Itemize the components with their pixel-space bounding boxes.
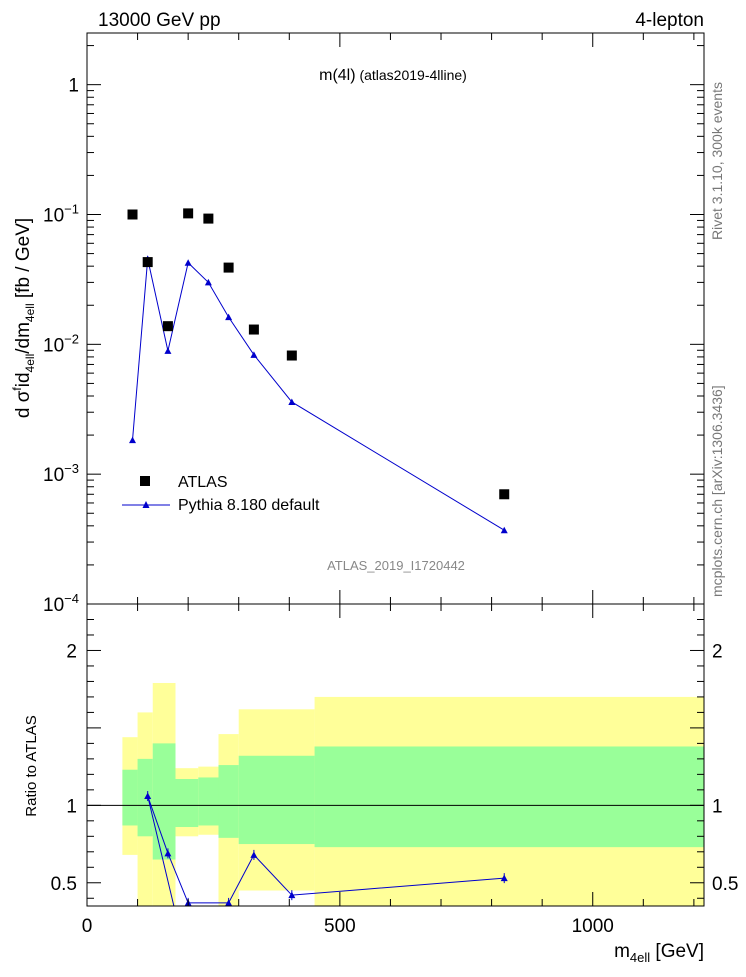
ratio-ytick-label-left-1: 1: [66, 796, 77, 817]
ratio-pythia-point-6: [500, 874, 508, 882]
legend-pythia-label: Pythia 8.180 default: [178, 497, 320, 514]
ratio-pythia-point-5: [288, 891, 296, 899]
ratio-bands: [122, 682, 704, 906]
main-ytick-label-0: 10−4: [43, 591, 79, 616]
main-watermark: ATLAS_2019_I1720442: [327, 558, 465, 573]
ratio-frame: [86, 603, 705, 907]
legend-atlas-label: ATLAS: [178, 474, 228, 491]
main-plot-title: m(4l) (atlas2019-4lline): [319, 67, 467, 84]
atlas-point-4: [203, 213, 214, 224]
ratio-pythia-point-0: [144, 792, 152, 800]
pythia-point-5: [225, 313, 233, 321]
ratio-ytick-label-right-0: 0.5: [712, 874, 738, 895]
atlas-point-8: [499, 489, 510, 500]
ratio-band-inner-3: [175, 779, 199, 828]
atlas-point-6: [248, 324, 259, 335]
ratio-axes: 0.5 0.5 1 1 2 2 0 500 1000: [51, 603, 738, 937]
legend-atlas-marker: [140, 476, 150, 486]
header-left: 13000 GeV pp: [98, 10, 221, 31]
atlas-point-0: [127, 209, 138, 220]
ratio-pythia-line: [147, 795, 505, 906]
ratio-ytick-label-right-2: 2: [712, 641, 723, 662]
xtick-label-0: 0: [82, 916, 93, 937]
ratio-band-inner-5: [218, 765, 239, 838]
xtick-label-2: 1000: [572, 916, 614, 937]
side-label-bottom: mcplots.cern.ch [arXiv:1306.3436]: [709, 385, 725, 597]
atlas-point-5: [223, 262, 234, 273]
ratio-pythia-point-4: [250, 851, 258, 858]
ratio-ytick-label-left-2: 2: [66, 641, 77, 662]
main-plot-area: [127, 208, 510, 534]
main-ytick-label-1: 10−3: [43, 461, 79, 486]
ratio-band-inner-6: [238, 755, 315, 845]
x-axis-label: m4ell [GeV]: [614, 941, 704, 965]
pythia-point-8: [500, 526, 508, 534]
pythia-point-4: [204, 278, 212, 286]
ratio-band-inner-7: [314, 746, 704, 848]
main-y-axis-label: d σfid4ell/dm4ell [fb / GeV]: [10, 218, 37, 418]
header-right: 4-lepton: [635, 10, 704, 31]
ratio-band-inner-2: [152, 743, 176, 860]
side-label-top: Rivet 3.1.10, 300k events: [709, 82, 725, 240]
ratio-pythia-point-3: [225, 899, 233, 906]
ratio-band-inner-4: [198, 777, 219, 826]
legend: ATLAS Pythia 8.180 default: [122, 474, 320, 514]
atlas-point-1: [142, 257, 153, 268]
ratio-band-inner-0: [122, 769, 138, 826]
ratio-pythia-point-1: [164, 849, 172, 857]
pythia-point-6: [250, 351, 258, 358]
pythia-point-3: [184, 259, 192, 266]
pythia-point-0: [129, 436, 137, 444]
main-axes: 10−4 10−3 10−2 10−1 1: [43, 32, 705, 616]
atlas-point-3: [183, 208, 194, 219]
ratio-ytick-label-right-1: 1: [712, 796, 723, 817]
ratio-y-axis-label: Ratio to ATLAS: [23, 715, 40, 816]
main-ytick-label-3: 10−1: [43, 201, 79, 226]
pythia-point-2: [164, 347, 172, 354]
legend-pythia-marker: [142, 501, 150, 508]
pythia-point-7: [288, 398, 296, 405]
main-ytick-label-4: 1: [68, 76, 79, 97]
main-ytick-label-2: 10−2: [43, 331, 79, 356]
ratio-ytick-label-left-0: 0.5: [51, 874, 77, 895]
atlas-point-7: [286, 350, 297, 361]
xtick-label-1: 500: [324, 916, 356, 937]
atlas-point-2: [162, 321, 173, 332]
